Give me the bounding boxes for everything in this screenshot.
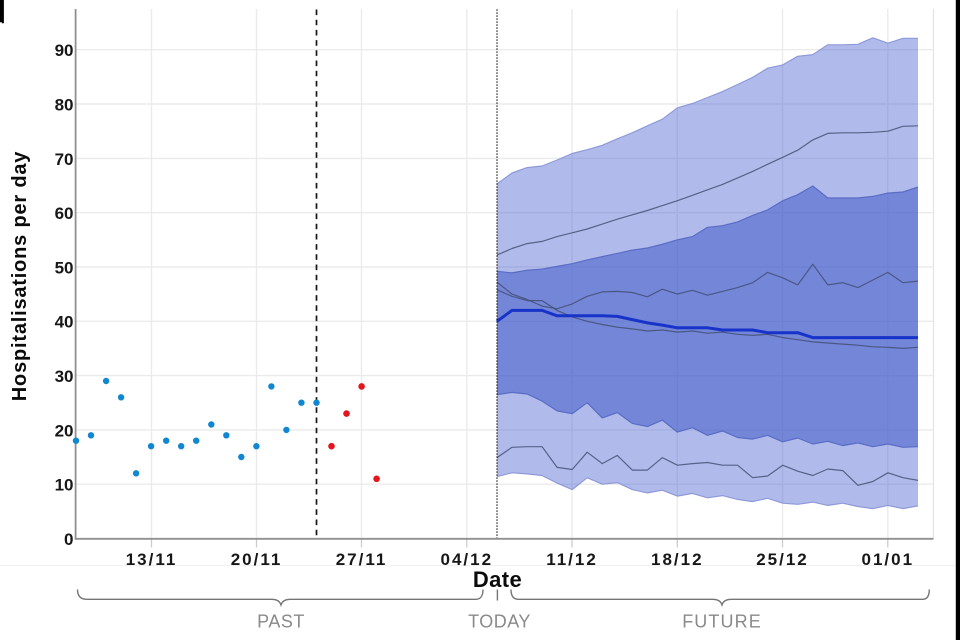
svg-text:60: 60 <box>55 204 74 223</box>
svg-text:13/11: 13/11 <box>126 550 178 569</box>
svg-text:40: 40 <box>55 313 74 332</box>
svg-text:PAST: PAST <box>257 612 305 632</box>
svg-text:70: 70 <box>55 150 74 169</box>
svg-text:0: 0 <box>64 530 73 549</box>
svg-text:10: 10 <box>55 476 74 495</box>
svg-text:04/12: 04/12 <box>441 550 494 569</box>
svg-text:01/01: 01/01 <box>862 550 915 569</box>
svg-text:11/12: 11/12 <box>546 550 598 569</box>
svg-text:50: 50 <box>55 258 74 277</box>
svg-text:30: 30 <box>55 367 74 386</box>
svg-text:Date: Date <box>473 567 522 592</box>
svg-text:20/11: 20/11 <box>231 550 283 569</box>
svg-text:Hospitalisations per day: Hospitalisations per day <box>9 151 31 401</box>
svg-text:FUTURE: FUTURE <box>682 612 762 632</box>
svg-text:TODAY: TODAY <box>468 612 531 632</box>
svg-text:80: 80 <box>55 95 74 114</box>
svg-text:90: 90 <box>55 41 74 60</box>
svg-text:20: 20 <box>55 421 74 440</box>
svg-text:18/12: 18/12 <box>651 550 704 569</box>
svg-text:27/11: 27/11 <box>336 550 388 569</box>
svg-text:25/12: 25/12 <box>756 550 809 569</box>
